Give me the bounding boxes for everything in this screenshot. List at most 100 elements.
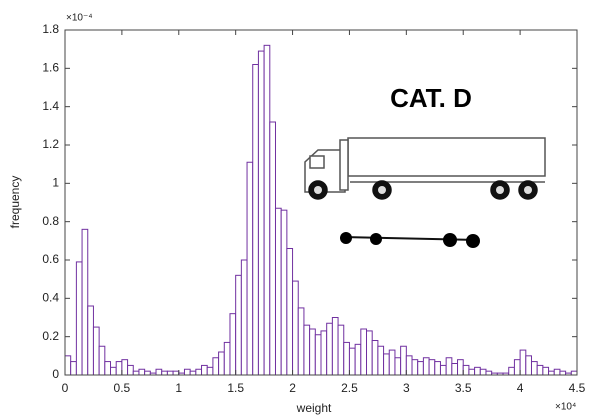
bar [121, 359, 129, 376]
bar [98, 345, 106, 376]
bar [144, 370, 151, 376]
truck-illustration [304, 137, 546, 248]
bar [479, 368, 487, 376]
bar [309, 328, 316, 376]
x-tick-label: 4.5 [569, 381, 586, 395]
plot-frame [64, 29, 578, 376]
bar [400, 345, 407, 376]
bar [388, 349, 396, 376]
y-tick-label: 1.6 [42, 61, 59, 75]
bar [172, 370, 180, 376]
bar [70, 361, 77, 376]
bar [314, 334, 322, 376]
y-multiplier: ×10⁻⁴ [66, 13, 93, 24]
bar [457, 359, 464, 376]
bar [320, 330, 328, 376]
bar [377, 345, 385, 376]
y-tick-label: 0 [52, 367, 59, 381]
bar [292, 280, 299, 376]
bar [434, 361, 441, 376]
x-tick-label: 2.5 [341, 381, 358, 395]
bar [485, 370, 493, 376]
bar [525, 355, 532, 376]
bar [75, 261, 83, 376]
x-tick-label: 3 [403, 381, 410, 395]
bar [206, 366, 214, 376]
bar [189, 370, 197, 376]
bar [132, 370, 140, 376]
bar [468, 368, 476, 376]
bar [138, 368, 146, 376]
bar [110, 366, 117, 376]
y-tick-label: 1.2 [42, 137, 59, 151]
bar [354, 343, 362, 376]
bar [229, 313, 237, 376]
bar [542, 366, 550, 376]
bar [240, 259, 248, 376]
bar [92, 326, 100, 376]
bar [212, 357, 220, 376]
bar [451, 363, 459, 376]
bar [428, 359, 436, 376]
bar [87, 305, 94, 376]
bar [195, 368, 203, 376]
bar [81, 228, 89, 376]
bar [548, 370, 555, 376]
y-tick-label: 0.2 [42, 329, 59, 343]
bar [536, 364, 544, 376]
bar [474, 366, 481, 376]
bar [348, 347, 356, 376]
bar [274, 207, 282, 376]
bar [161, 370, 168, 376]
bar [64, 355, 72, 376]
x-tick-label: 4 [517, 381, 524, 395]
x-multiplier: ×10⁴ [555, 402, 576, 413]
bar [326, 322, 333, 376]
bar [439, 364, 447, 376]
bar [366, 330, 373, 376]
x-tick-label: 0 [62, 381, 69, 395]
bar [127, 364, 134, 376]
bar [218, 351, 225, 376]
bar [263, 44, 271, 376]
bar [559, 370, 567, 376]
bar [405, 355, 413, 376]
y-tick-label: 1.4 [42, 99, 59, 113]
x-tick-label: 0.5 [114, 381, 131, 395]
bar [513, 359, 521, 376]
x-tick-label: 1.5 [227, 381, 244, 395]
bar [417, 361, 424, 376]
bar [201, 364, 208, 376]
y-tick-label: 1.8 [42, 22, 59, 36]
bar [303, 324, 311, 376]
y-tick-label: 0.8 [42, 214, 59, 228]
bar [337, 324, 345, 376]
y-axis-label: frequency [8, 176, 22, 229]
x-axis-label: weight [296, 401, 332, 415]
bar [570, 370, 578, 376]
bar [508, 366, 515, 376]
annotation: CAT. D [390, 83, 472, 113]
y-tick-label: 0.6 [42, 252, 59, 266]
bar [383, 353, 390, 376]
bar [246, 161, 254, 376]
bar [269, 121, 276, 376]
bar [394, 357, 402, 376]
bar [297, 307, 305, 376]
y-tick-label: 0.4 [42, 291, 59, 305]
bar [257, 50, 265, 376]
bar [411, 359, 419, 376]
bar [286, 248, 294, 376]
bar [115, 361, 123, 376]
bar [553, 368, 561, 376]
bar [422, 357, 430, 376]
bar [371, 340, 379, 376]
bar [183, 368, 191, 376]
bar [104, 361, 112, 376]
bar [360, 328, 368, 376]
x-tick-label: 1 [175, 381, 182, 395]
y-tick-label: 1 [52, 176, 59, 190]
bar [519, 349, 527, 376]
bar [235, 274, 242, 376]
